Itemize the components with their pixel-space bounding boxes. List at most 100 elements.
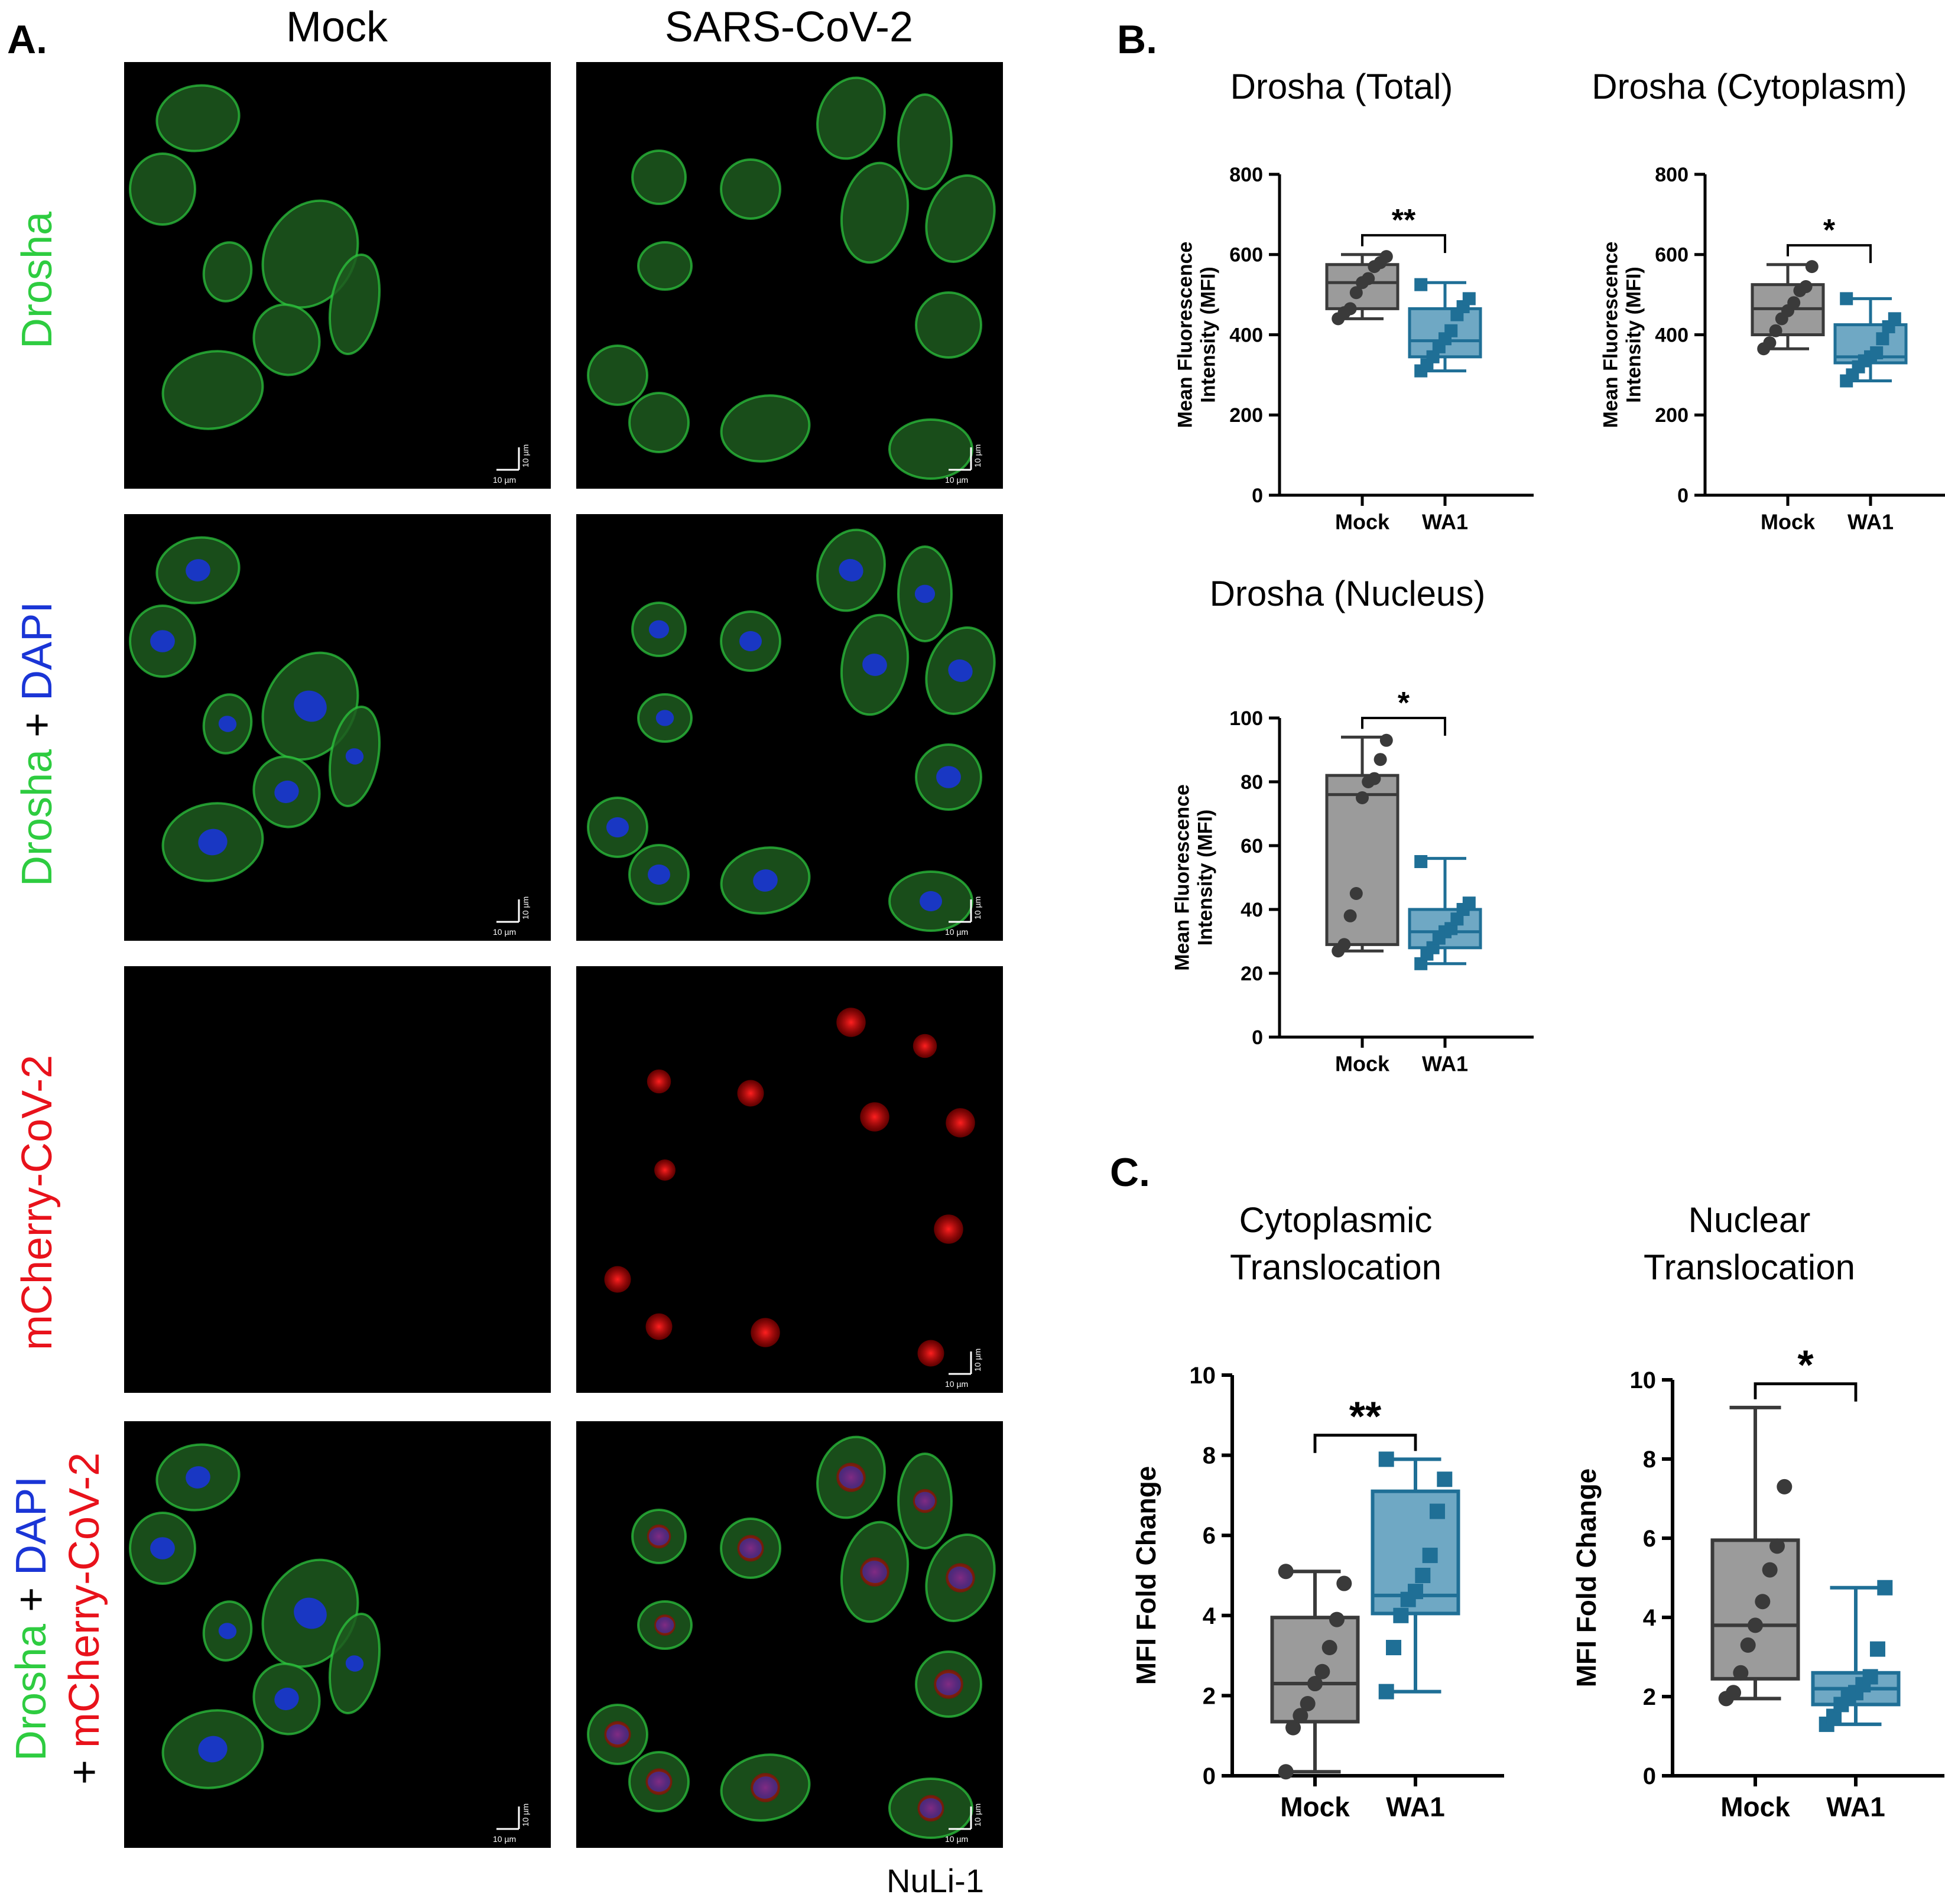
nucleus <box>753 869 778 892</box>
data-point <box>1840 292 1853 306</box>
cell <box>252 1662 321 1736</box>
cell <box>637 1600 693 1650</box>
box-mock <box>1751 260 1825 356</box>
cell-cytoplasm <box>720 158 781 220</box>
data-point <box>1888 312 1901 326</box>
data-point <box>1805 260 1819 274</box>
cell <box>161 802 264 882</box>
cell <box>915 1650 982 1718</box>
data-point <box>1769 1538 1785 1554</box>
cell <box>202 1600 253 1662</box>
cell <box>155 1443 241 1512</box>
significance-label: * <box>1398 686 1410 720</box>
cell-cytoplasm <box>720 394 811 463</box>
cell <box>915 743 982 811</box>
scale-bar-label: 10 µm <box>521 1804 530 1827</box>
y-tick-label: 40 <box>1241 899 1263 921</box>
y-tick-label: 8 <box>1643 1447 1656 1473</box>
nucleus <box>914 584 936 603</box>
cell <box>647 1069 671 1094</box>
scale-bar: 10 µm 10 µm <box>945 444 982 485</box>
nucleus <box>648 864 670 885</box>
scale-bar-label: 10 µm <box>493 475 516 485</box>
nucleus <box>606 817 629 838</box>
data-point <box>1393 1607 1409 1623</box>
y-tick-label: 400 <box>1655 324 1689 346</box>
y-tick-label: 80 <box>1241 771 1263 794</box>
x-tick-label: WA1 <box>1386 1792 1445 1822</box>
cell <box>155 536 241 605</box>
nucleus <box>739 631 762 652</box>
data-point <box>1278 1764 1294 1780</box>
chart-title-drosha-total: Drosha (Total) <box>1230 67 1453 106</box>
cell <box>587 797 648 858</box>
data-point <box>1787 296 1801 310</box>
mcherry-signal <box>913 1034 937 1058</box>
data-point <box>1733 1665 1749 1681</box>
nucleus <box>839 1466 863 1489</box>
box-mock <box>1710 1405 1800 1707</box>
significance-bracket: * <box>1754 1342 1858 1402</box>
nucleus <box>294 690 327 722</box>
panel-c-letter: C. <box>1110 1150 1150 1195</box>
cell <box>654 1159 676 1181</box>
nucleus <box>914 1492 936 1510</box>
data-point <box>1362 272 1375 285</box>
cell <box>816 1435 886 1519</box>
chart-title-cytoplasmic-translocation: Cytoplasmic Translocation <box>1158 1197 1513 1291</box>
cell <box>161 350 264 430</box>
cell <box>631 602 687 657</box>
cell <box>645 1313 673 1340</box>
scale-bar-label: 10 µm <box>973 444 982 467</box>
nucleus <box>920 1798 942 1819</box>
y-tick-label: 0 <box>1643 1763 1656 1789</box>
x-tick-label: Mock <box>1280 1792 1350 1822</box>
x-tick-label: WA1 <box>1422 510 1468 534</box>
micrograph-mock-drosha-dapi: 10 µm 10 µm <box>124 514 551 941</box>
cell <box>252 755 321 828</box>
cell-cytoplasm <box>587 345 648 406</box>
significance-label: * <box>1823 213 1836 248</box>
chart-0: 0 200 400 600 800 Mock WA1 Mean FluorescenceInt… <box>1174 164 1534 534</box>
y-tick-label: 0 <box>1677 485 1689 507</box>
cell <box>720 394 811 463</box>
data-point <box>1422 1548 1438 1564</box>
significance-bracket: * <box>1787 213 1872 264</box>
cell <box>587 345 648 406</box>
y-tick-label: 0 <box>1252 485 1263 507</box>
cell <box>720 610 781 672</box>
chart-3: 0 2 4 6 8 10 Mock WA1 MFI Fold Change ** <box>1131 1363 1504 1822</box>
cell <box>328 706 381 807</box>
data-point <box>1368 772 1381 785</box>
cell <box>628 844 690 905</box>
y-tick-label: 800 <box>1655 164 1689 186</box>
cell <box>946 1108 975 1138</box>
data-point <box>1862 1669 1878 1685</box>
y-tick-label: 2 <box>1203 1683 1216 1709</box>
x-tick-label: WA1 <box>1422 1052 1468 1076</box>
cell <box>888 870 973 932</box>
cell-cytoplasm <box>155 84 241 152</box>
nucleus <box>345 1655 364 1672</box>
nucleus <box>948 659 973 683</box>
data-point <box>1444 324 1458 337</box>
scale-bar-label: 10 µm <box>945 475 968 485</box>
x-tick-label: Mock <box>1720 1792 1790 1822</box>
nucleus <box>920 891 942 912</box>
scale-bar: 10 µm 10 µm <box>945 896 982 937</box>
cell <box>840 161 910 264</box>
cell-cytoplasm <box>840 161 910 264</box>
nucleus <box>936 1673 961 1695</box>
data-point <box>1408 1584 1423 1600</box>
data-point <box>1379 250 1393 264</box>
scale-bar: 10 µm 10 µm <box>493 1804 530 1844</box>
y-tick-label: 200 <box>1655 404 1689 427</box>
y-tick-label: 600 <box>1655 244 1689 267</box>
data-point <box>1437 1471 1453 1487</box>
cell <box>737 1080 764 1107</box>
x-tick-label: Mock <box>1335 1052 1390 1076</box>
data-point <box>1870 346 1884 360</box>
nucleus <box>862 654 887 676</box>
cell <box>925 626 996 715</box>
cell <box>129 152 196 226</box>
